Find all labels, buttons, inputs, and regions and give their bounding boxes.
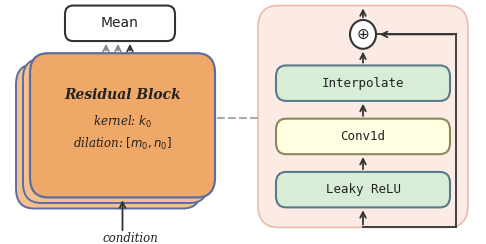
Text: Interpolate: Interpolate xyxy=(322,77,404,90)
Text: Conv1d: Conv1d xyxy=(341,130,385,143)
FancyBboxPatch shape xyxy=(16,64,201,209)
FancyBboxPatch shape xyxy=(276,65,450,101)
Text: Residual Block: Residual Block xyxy=(64,88,181,102)
Text: dilation: $[m_0,n_0]$: dilation: $[m_0,n_0]$ xyxy=(73,136,172,152)
Text: $\oplus$: $\oplus$ xyxy=(356,27,370,42)
FancyBboxPatch shape xyxy=(65,6,175,41)
FancyBboxPatch shape xyxy=(276,119,450,154)
Text: Leaky ReLU: Leaky ReLU xyxy=(326,183,400,196)
FancyBboxPatch shape xyxy=(276,172,450,207)
Text: kernel: $k_0$: kernel: $k_0$ xyxy=(93,114,152,130)
Text: Mean: Mean xyxy=(101,16,139,30)
Text: condition: condition xyxy=(103,232,158,244)
Circle shape xyxy=(350,20,376,49)
FancyBboxPatch shape xyxy=(23,59,208,203)
FancyBboxPatch shape xyxy=(258,6,468,227)
FancyBboxPatch shape xyxy=(30,53,215,197)
